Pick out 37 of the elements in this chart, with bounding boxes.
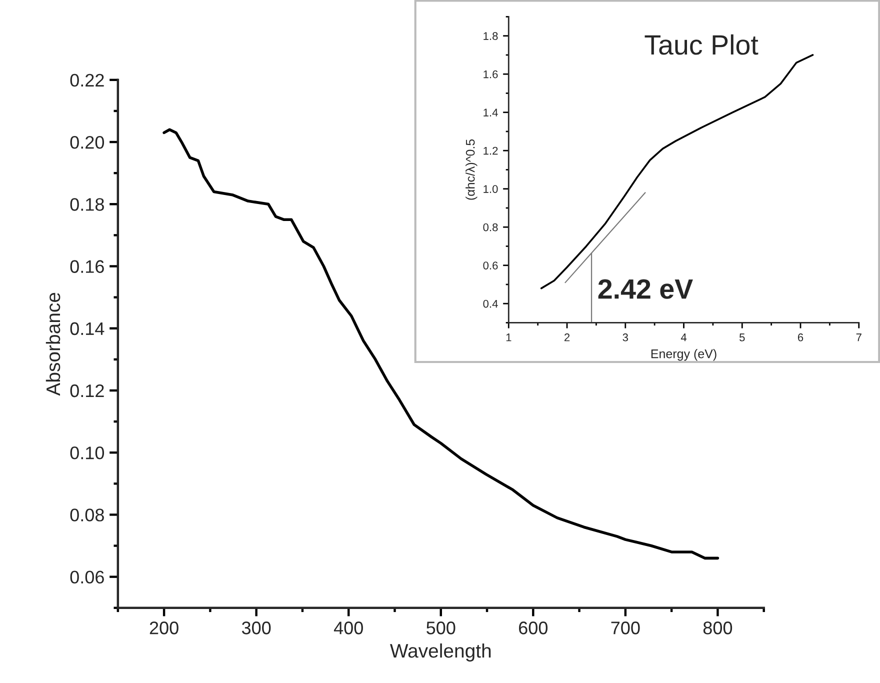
x-tick-label: 1: [506, 334, 512, 342]
y-tick-label: 0.22: [70, 74, 104, 87]
y-tick-label: 1.6: [484, 70, 498, 78]
y-tick-label: 0.18: [70, 198, 104, 211]
y-tick-label: 0.06: [70, 570, 104, 584]
y-tick-label: 0.12: [70, 384, 104, 398]
x-tick-label: 7: [856, 334, 862, 342]
x-tick-label: 300: [242, 622, 271, 634]
x-tick-label: 400: [334, 622, 363, 634]
ref-line-label: 2.42 eV: [598, 279, 693, 299]
y-axis-title: Absorbance: [46, 292, 60, 396]
y-tick-label: 1.4: [484, 108, 498, 116]
x-tick-label: 700: [611, 622, 640, 634]
x-tick-label: 4: [680, 334, 687, 342]
y-tick-label: 0.14: [70, 322, 104, 336]
x-tick-label: 5: [739, 334, 745, 342]
y-tick-label: 1.2: [484, 146, 498, 155]
y-tick-label: 0.8: [483, 223, 498, 232]
x-axis-title: Energy (eV): [651, 349, 716, 361]
y-tick-label: 0.4: [483, 300, 498, 308]
y-tick-label: 0.10: [70, 446, 104, 460]
x-tick-label: 600: [519, 622, 548, 634]
x-tick-label: 500: [426, 622, 456, 634]
x-tick-label: 200: [150, 622, 178, 634]
x-axis-title: Wavelength: [390, 643, 491, 662]
x-tick-label: 6: [798, 333, 804, 342]
x-tick-label: 2: [564, 333, 570, 342]
y-tick-label: 0.20: [70, 136, 104, 149]
x-tick-label: 3: [622, 333, 628, 342]
y-tick-label: 1.8: [484, 32, 498, 40]
y-tick-label: 0.6: [483, 262, 498, 270]
y-tick-label: 0.08: [70, 508, 104, 522]
y-axis-title: (αhc/λ)^0.5: [466, 139, 478, 200]
x-tick-label: 800: [703, 622, 732, 634]
text: Tauc Plot: [644, 34, 758, 55]
y-tick-label: 1.0: [484, 185, 498, 193]
y-tick-label: 0.16: [70, 260, 104, 273]
